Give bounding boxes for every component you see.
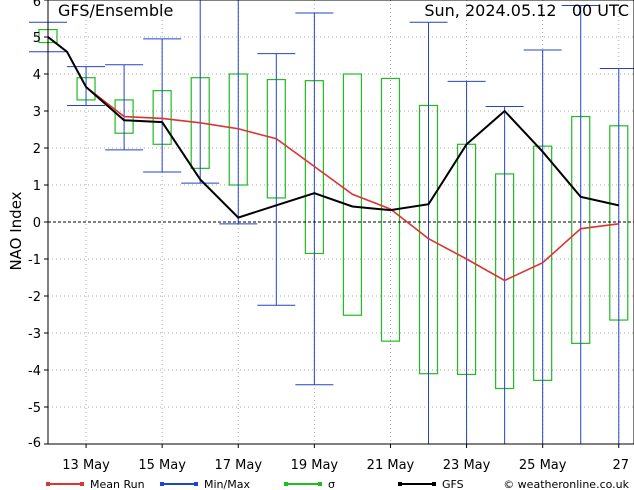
x-tick-label: 19 May [291, 458, 339, 473]
chart-title: GFS/Ensemble [58, 1, 173, 20]
x-tick-label: 21 May [367, 458, 415, 473]
legend-marker-right-gfs [432, 482, 436, 486]
minmax-whiskers [29, 0, 634, 445]
y-tick-label: 5 [33, 31, 41, 46]
legend-marker-right-sigma [318, 482, 322, 486]
gfs-series [47, 36, 619, 219]
legend-label-mean: Mean Run [90, 478, 145, 490]
x-tick-label: 25 May [519, 458, 567, 473]
legend-marker-right-mean [80, 482, 84, 486]
copyright-label: © weatheronline.co.uk [503, 478, 629, 490]
y-tick-label: 6 [33, 0, 41, 10]
run-date-label: Sun, 2024.05.12 00 UTC [424, 1, 629, 20]
y-tick-label: -1 [28, 253, 41, 268]
y-tick-label: 2 [33, 142, 41, 157]
x-tick-label: 15 May [138, 458, 186, 473]
x-tick-label: 17 May [214, 458, 262, 473]
legend-label-gfs: GFS [442, 478, 464, 490]
sigma-box [342, 73, 363, 316]
legend-label-minmax: Min/Max [204, 478, 250, 490]
y-tick-label: -3 [28, 327, 41, 342]
legend-marker-left-gfs [398, 482, 402, 486]
grid-lines [48, 0, 634, 444]
legend-marker-left-sigma [284, 482, 288, 486]
gfs-line [47, 36, 619, 219]
y-tick-label: 3 [33, 105, 41, 120]
legend-marker-left-mean [46, 482, 50, 486]
y-tick-label: -2 [28, 290, 41, 305]
y-tick-label: 1 [33, 179, 41, 194]
legend-marker-right-minmax [194, 482, 198, 486]
x-tick-label: 27 [613, 458, 630, 473]
y-tick-label: 0 [33, 216, 41, 231]
y-axis-label: NAO Index [7, 191, 25, 270]
x-tick-label: 13 May [62, 458, 110, 473]
mean-run-line [47, 36, 619, 282]
y-tick-label: -5 [28, 401, 41, 416]
y-tick-label: -6 [28, 436, 41, 451]
legend-label-sigma: σ [328, 478, 335, 490]
mean-run-series [47, 36, 619, 282]
x-axis-ticks: 13 May 15 May 17 May 19 May 21 May 23 May 25 M… [62, 444, 629, 473]
legend-marker-left-minmax [160, 482, 164, 486]
y-tick-label: 4 [33, 68, 41, 83]
legend: Mean Run Min/Max σ GFS [46, 478, 464, 490]
x-tick-label: 23 May [443, 458, 491, 473]
y-axis-ticks: -6 -5 -4 -3 -2 -1 0 1 2 3 4 5 6 [28, 0, 48, 451]
y-tick-label: -4 [28, 364, 41, 379]
